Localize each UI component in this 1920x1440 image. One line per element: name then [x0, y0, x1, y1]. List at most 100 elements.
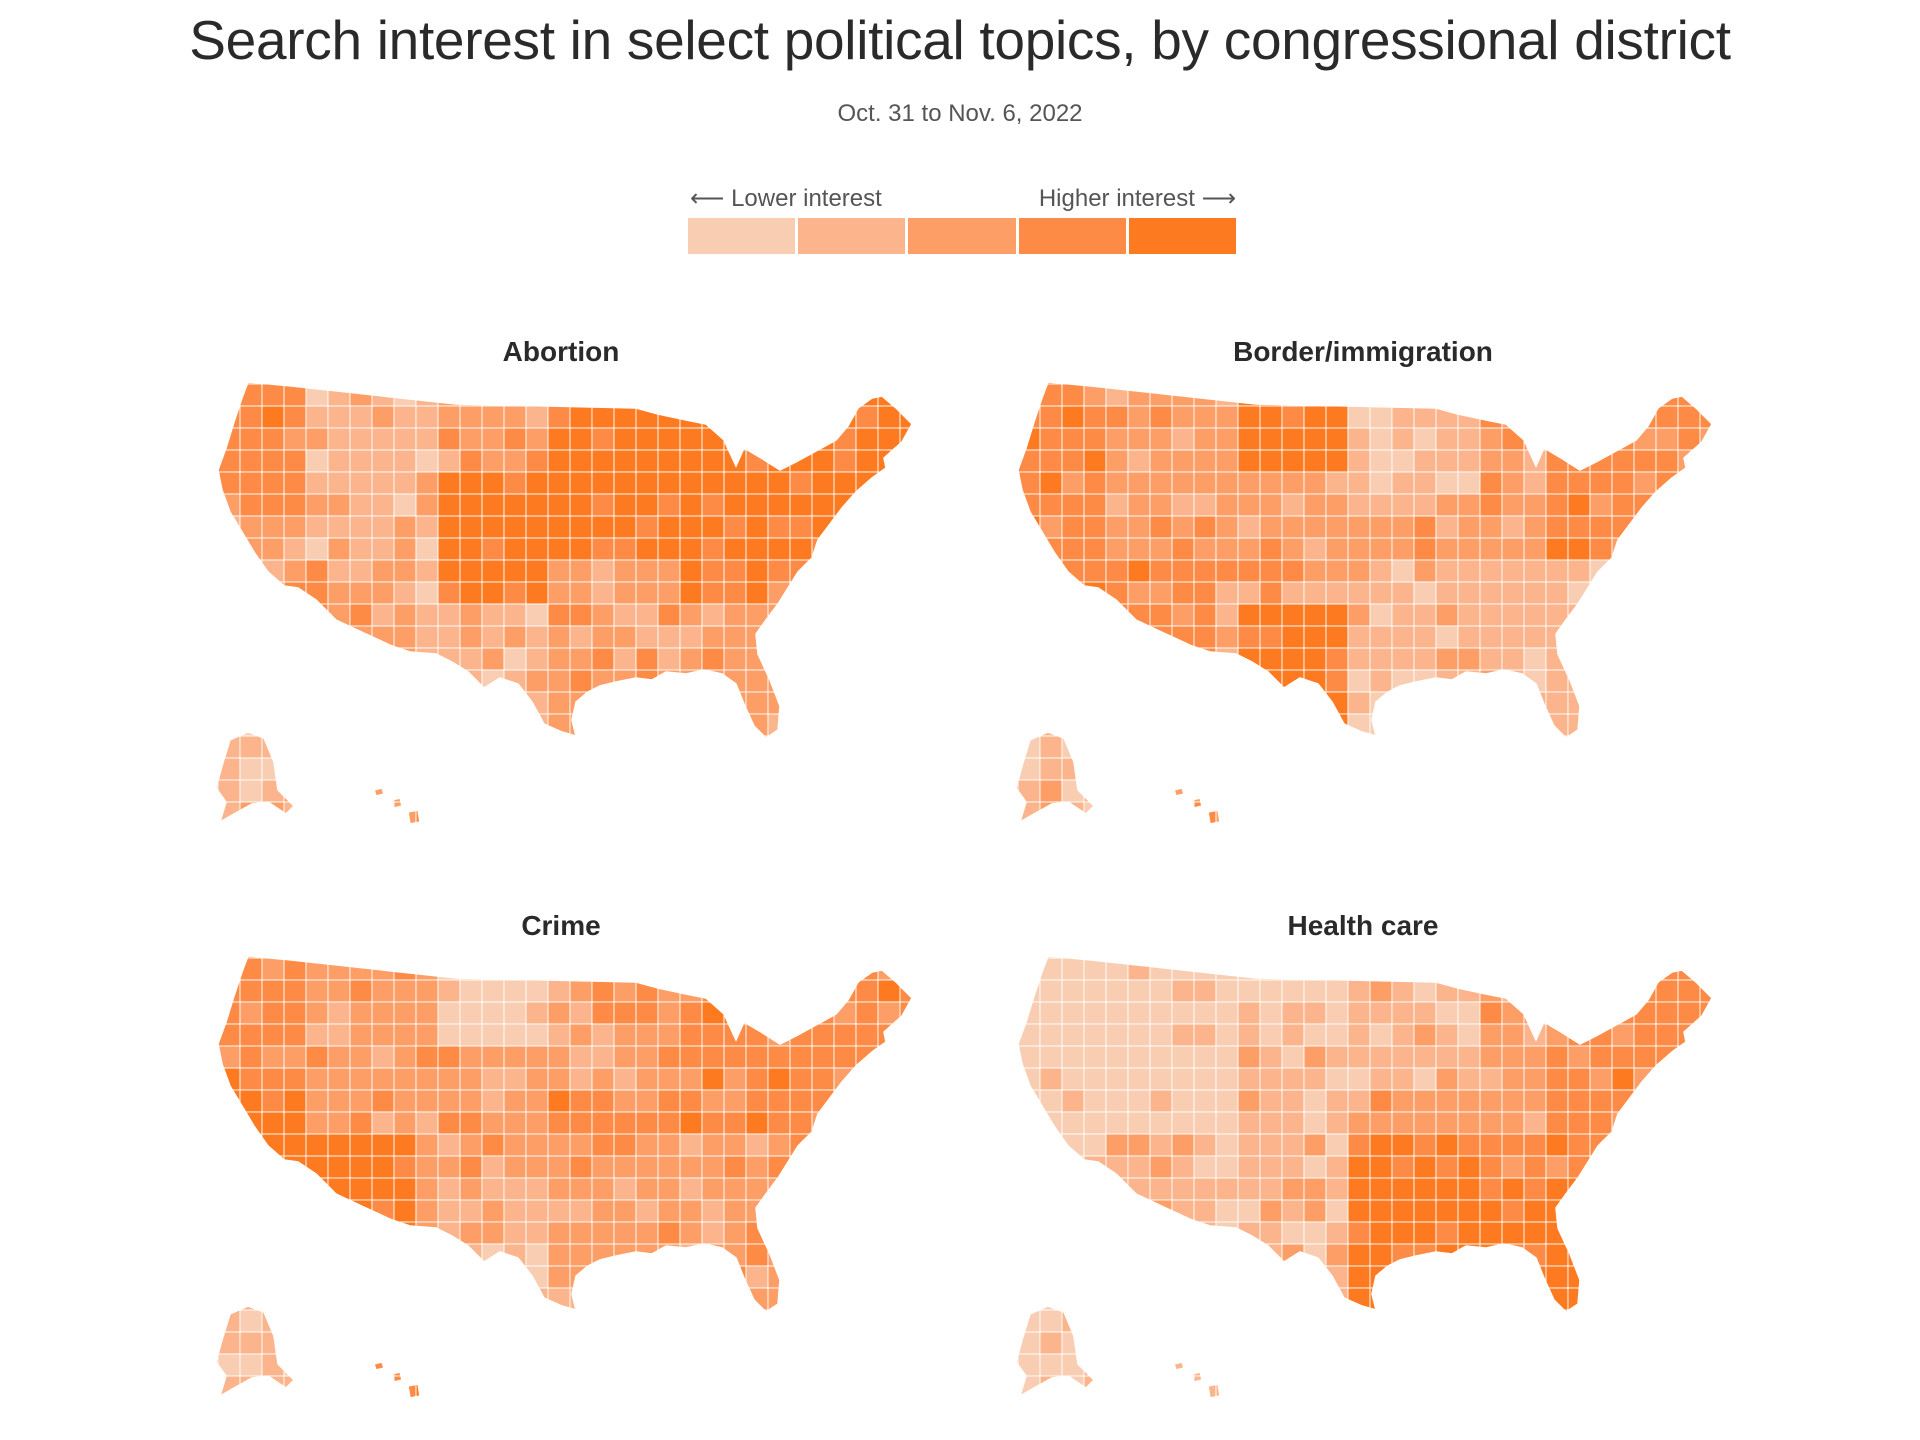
district-cell — [1633, 1243, 1657, 1267]
district-cell — [349, 603, 373, 627]
district-cell — [327, 493, 351, 517]
district-cell — [437, 979, 461, 1003]
district-cell — [1655, 1309, 1679, 1333]
district-cell — [1655, 1353, 1679, 1377]
district-cell — [481, 1045, 505, 1069]
district-cell — [745, 1089, 769, 1113]
district-cell — [481, 1089, 505, 1113]
district-cell — [1435, 1353, 1459, 1377]
district-cell — [1655, 405, 1679, 429]
district-cell — [1105, 1089, 1129, 1113]
district-cell — [1347, 1397, 1371, 1398]
district-cell — [1391, 979, 1415, 1003]
district-cell — [239, 1045, 263, 1069]
district-cell — [503, 537, 527, 561]
district-cell — [1347, 405, 1371, 429]
district-cell — [723, 779, 747, 803]
district-cell — [1677, 757, 1701, 781]
district-cell — [1281, 691, 1305, 715]
district-cell — [899, 625, 912, 649]
district-cell — [811, 979, 835, 1003]
district-cell — [1039, 1199, 1063, 1223]
district-cell — [283, 1243, 307, 1267]
district-cell — [305, 1001, 329, 1025]
district-cell — [635, 669, 659, 693]
district-cell — [1699, 1265, 1712, 1289]
district-cell — [1567, 1067, 1591, 1091]
district-cell — [216, 735, 219, 759]
district-cell — [1281, 427, 1305, 451]
district-cell — [877, 581, 901, 605]
district-cell — [922, 758, 936, 780]
district-cell — [767, 1177, 791, 1201]
district-cell — [1567, 779, 1591, 803]
district-cell — [1193, 1067, 1217, 1091]
district-cell — [1303, 1155, 1327, 1179]
district-cell — [1479, 957, 1503, 981]
district-cell — [305, 735, 329, 759]
district-cell — [723, 581, 747, 605]
district-cell — [679, 471, 703, 495]
district-cell — [657, 559, 681, 583]
district-cell — [1545, 1265, 1569, 1289]
district-cell — [1633, 515, 1657, 539]
district-cell — [811, 603, 835, 627]
district-cell — [679, 1221, 703, 1245]
district-cell — [635, 1155, 659, 1179]
district-cell — [1391, 625, 1415, 649]
district-cell — [679, 625, 703, 649]
district-cell — [877, 1309, 901, 1333]
district-cell — [1325, 1221, 1349, 1245]
district-cell — [437, 427, 461, 451]
district-cell — [1523, 1221, 1547, 1245]
district-cell — [216, 383, 219, 407]
district-cell — [899, 647, 912, 671]
district-cell — [1193, 735, 1217, 759]
district-cell — [393, 1199, 417, 1223]
district-cell — [1589, 1155, 1613, 1179]
district-cell — [327, 449, 351, 473]
district-cell — [591, 493, 615, 517]
district-cell — [1017, 1309, 1041, 1333]
district-cell — [327, 735, 351, 759]
district-cell — [1083, 647, 1107, 671]
district-cell — [503, 449, 527, 473]
district-cell — [1171, 559, 1195, 583]
district-cell — [723, 1199, 747, 1223]
district-cell — [1655, 1243, 1679, 1267]
district-cell — [327, 691, 351, 715]
district-cell — [635, 581, 659, 605]
district-cell — [216, 405, 219, 429]
district-cell — [1479, 713, 1503, 737]
district-cell — [701, 1287, 725, 1311]
district-cell — [1589, 1309, 1613, 1333]
district-cell — [1523, 1133, 1547, 1157]
district-cell — [1127, 625, 1151, 649]
district-cell — [1215, 625, 1239, 649]
district-cell — [1391, 713, 1415, 737]
district-cell — [1303, 625, 1327, 649]
district-cell — [877, 1133, 901, 1157]
district-cell — [503, 801, 527, 824]
district-cell — [855, 625, 879, 649]
district-cell — [1325, 823, 1349, 824]
district-cell — [305, 1265, 329, 1289]
district-cell — [701, 1089, 725, 1113]
district-cell — [239, 625, 263, 649]
district-cell — [481, 382, 505, 385]
district-cell — [415, 1001, 439, 1025]
district-cell — [1039, 537, 1063, 561]
district-cell — [1391, 1133, 1415, 1157]
district-cell — [635, 1265, 659, 1289]
district-cell — [1281, 801, 1305, 824]
district-cell — [327, 559, 351, 583]
district-cell — [1699, 449, 1712, 473]
district-cell — [745, 823, 769, 824]
district-cell — [1369, 1221, 1393, 1245]
district-cell — [1149, 581, 1173, 605]
district-cell — [437, 669, 461, 693]
district-cell — [1479, 1353, 1503, 1377]
district-cell — [745, 1309, 769, 1333]
district-cell — [855, 1089, 879, 1113]
district-cell — [1017, 1243, 1041, 1267]
